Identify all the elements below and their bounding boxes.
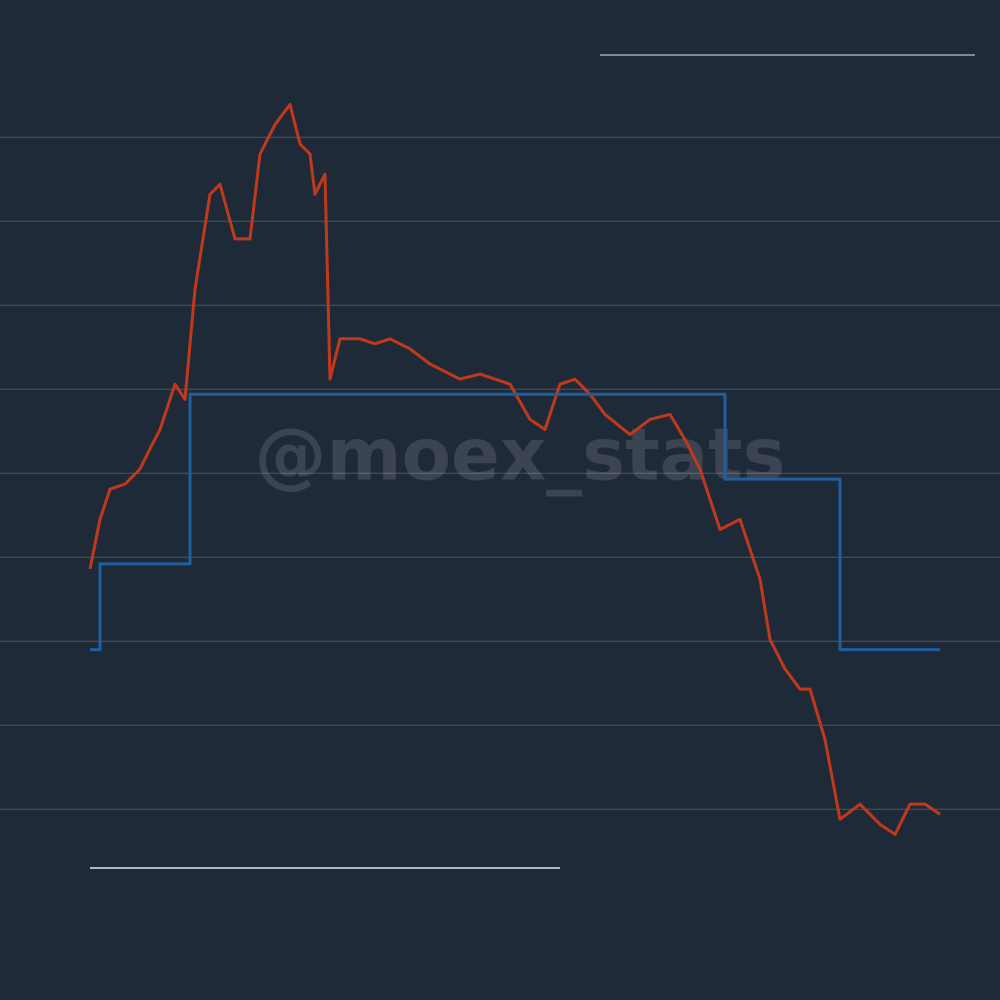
series-line: [90, 392, 940, 652]
series-line: [88, 102, 941, 836]
watermark: @moex_stats: [255, 413, 786, 497]
